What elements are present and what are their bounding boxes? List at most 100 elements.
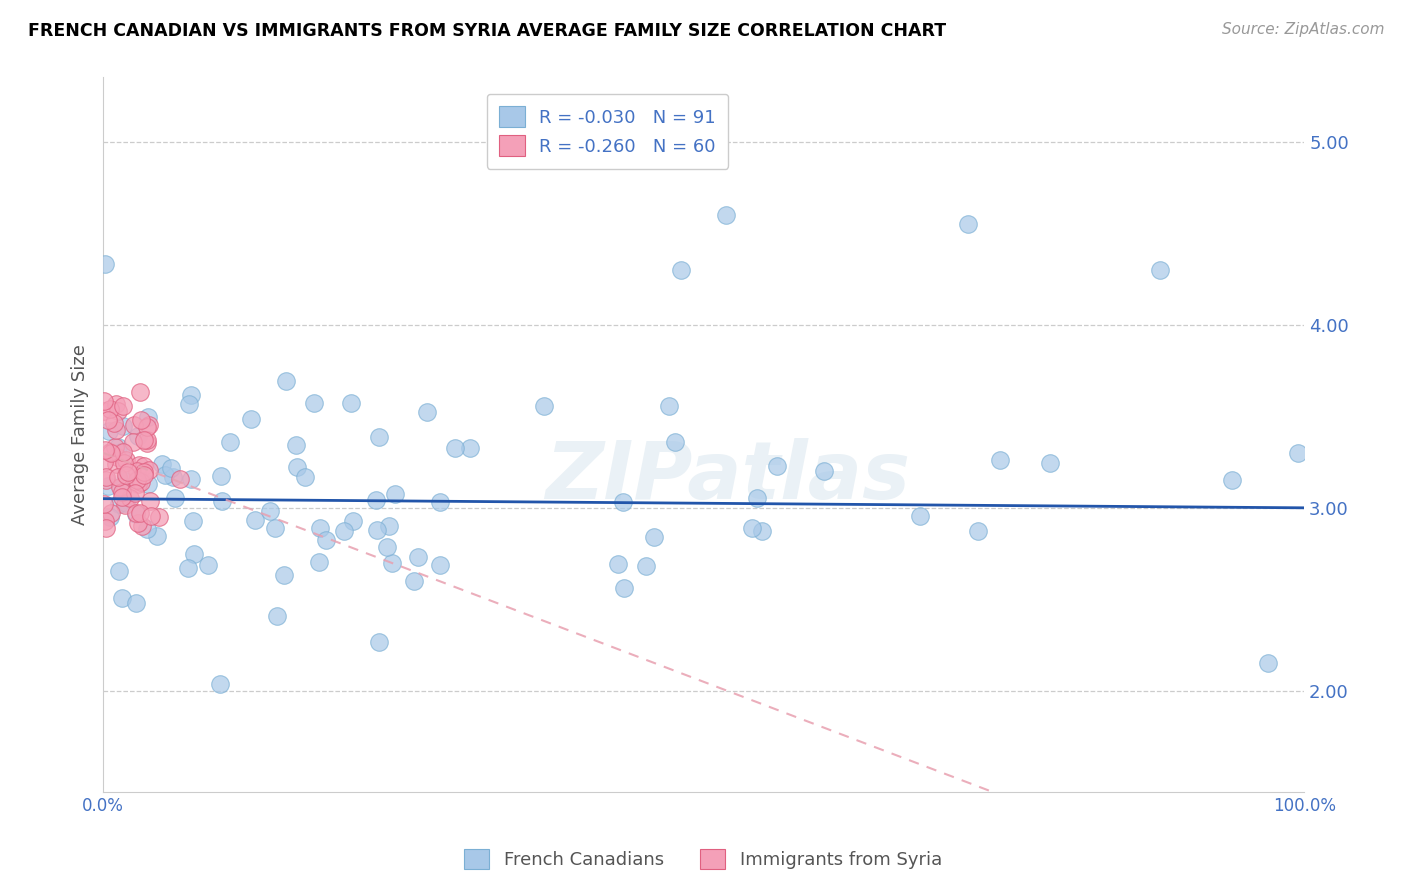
Point	[990, 453, 1012, 467]
Point	[211, 494, 233, 508]
Point	[104, 440, 127, 454]
Point	[132, 458, 155, 473]
Point	[132, 465, 155, 479]
Point	[163, 491, 186, 505]
Point	[138, 463, 160, 477]
Point	[162, 470, 184, 484]
Point	[285, 438, 308, 452]
Point	[636, 559, 658, 574]
Point	[714, 208, 737, 222]
Point	[209, 469, 232, 483]
Legend: French Canadians, Immigrants from Syria: French Canadians, Immigrants from Syria	[456, 839, 950, 879]
Point	[97, 424, 120, 438]
Point	[384, 487, 406, 501]
Point	[294, 469, 316, 483]
Point	[309, 521, 332, 535]
Point	[664, 435, 686, 450]
Point	[131, 519, 153, 533]
Point	[181, 514, 204, 528]
Point	[366, 523, 388, 537]
Point	[105, 450, 128, 464]
Point	[108, 497, 131, 511]
Point	[98, 402, 121, 417]
Point	[129, 413, 152, 427]
Point	[100, 446, 122, 460]
Point	[1257, 657, 1279, 671]
Point	[136, 409, 159, 424]
Point	[93, 393, 115, 408]
Point	[263, 521, 285, 535]
Point	[94, 470, 117, 484]
Point	[104, 397, 127, 411]
Point	[416, 405, 439, 419]
Point	[180, 388, 202, 402]
Point	[169, 472, 191, 486]
Point	[107, 469, 129, 483]
Point	[274, 374, 297, 388]
Point	[125, 464, 148, 478]
Point	[108, 564, 131, 578]
Point	[136, 477, 159, 491]
Point	[613, 581, 636, 595]
Point	[127, 476, 149, 491]
Point	[93, 497, 115, 511]
Point	[443, 441, 465, 455]
Point	[128, 458, 150, 472]
Point	[368, 634, 391, 648]
Point	[429, 558, 451, 573]
Point	[429, 494, 451, 508]
Point	[127, 429, 149, 443]
Point	[208, 677, 231, 691]
Point	[179, 397, 201, 411]
Point	[94, 257, 117, 271]
Point	[115, 452, 138, 467]
Point	[378, 519, 401, 533]
Point	[129, 506, 152, 520]
Point	[136, 433, 159, 447]
Point	[104, 423, 127, 437]
Point	[643, 530, 665, 544]
Point	[1039, 456, 1062, 470]
Point	[111, 419, 134, 434]
Point	[127, 516, 149, 530]
Point	[111, 591, 134, 605]
Point	[125, 507, 148, 521]
Point	[910, 509, 932, 524]
Point	[127, 473, 149, 487]
Point	[132, 433, 155, 447]
Point	[114, 474, 136, 488]
Point	[136, 420, 159, 434]
Point	[139, 494, 162, 508]
Point	[402, 574, 425, 588]
Point	[458, 441, 481, 455]
Point	[139, 508, 162, 523]
Point	[966, 524, 988, 538]
Point	[315, 533, 337, 548]
Point	[110, 480, 132, 494]
Point	[259, 504, 281, 518]
Point	[148, 510, 170, 524]
Point	[813, 464, 835, 478]
Point	[112, 456, 135, 470]
Point	[239, 412, 262, 426]
Point	[1286, 446, 1309, 460]
Point	[107, 440, 129, 454]
Text: FRENCH CANADIAN VS IMMIGRANTS FROM SYRIA AVERAGE FAMILY SIZE CORRELATION CHART: FRENCH CANADIAN VS IMMIGRANTS FROM SYRIA…	[28, 22, 946, 40]
Point	[153, 468, 176, 483]
Point	[94, 515, 117, 529]
Point	[245, 513, 267, 527]
Text: Source: ZipAtlas.com: Source: ZipAtlas.com	[1222, 22, 1385, 37]
Point	[218, 434, 240, 449]
Point	[94, 521, 117, 535]
Point	[747, 491, 769, 506]
Point	[111, 490, 134, 504]
Point	[751, 524, 773, 538]
Point	[121, 434, 143, 449]
Point	[125, 596, 148, 610]
Point	[97, 412, 120, 426]
Point	[377, 540, 399, 554]
Point	[367, 429, 389, 443]
Point	[364, 493, 387, 508]
Point	[136, 522, 159, 536]
Point	[117, 465, 139, 479]
